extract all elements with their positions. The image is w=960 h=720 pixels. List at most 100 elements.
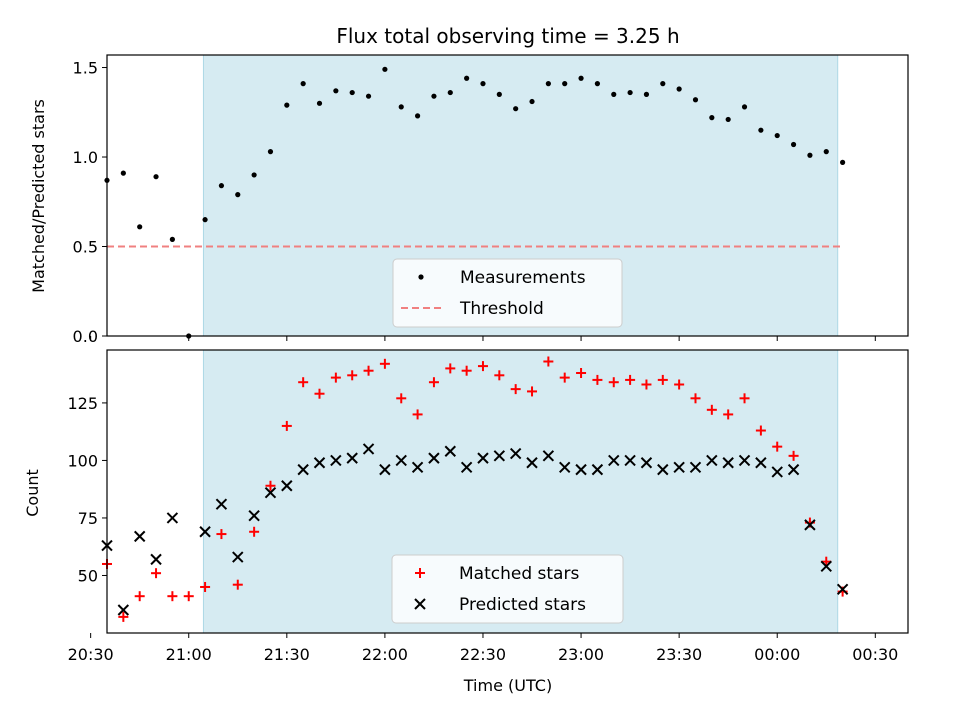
x-stroke-b xyxy=(575,463,587,476)
data-point xyxy=(611,91,617,97)
data-point xyxy=(527,386,538,397)
y-tick-label: 0.0 xyxy=(73,327,98,346)
legend-box xyxy=(392,258,623,328)
data-point xyxy=(739,393,750,404)
data-point xyxy=(676,86,682,92)
data-point xyxy=(379,358,390,369)
data-point xyxy=(153,174,159,180)
x-axis-label: Time (UTC) xyxy=(463,676,552,695)
data-point xyxy=(643,91,650,97)
data-point xyxy=(755,425,766,436)
data-point xyxy=(529,98,535,105)
x-stroke-b xyxy=(215,498,228,510)
x-stroke-b xyxy=(673,461,685,474)
data-point xyxy=(660,81,666,87)
data-point xyxy=(199,526,211,538)
data-point xyxy=(137,224,143,230)
data-point xyxy=(689,461,702,474)
x-stroke-b xyxy=(281,480,293,492)
x-stroke-b xyxy=(477,452,489,464)
data-point xyxy=(592,374,603,385)
data-point xyxy=(804,519,816,531)
data-point xyxy=(284,102,290,108)
data-point xyxy=(267,149,274,155)
data-point xyxy=(640,457,653,469)
data-point xyxy=(608,377,619,388)
x-stroke-b xyxy=(460,461,473,474)
x-stroke-b xyxy=(771,466,783,478)
data-point xyxy=(741,104,748,110)
data-point xyxy=(395,454,407,467)
x-tick-label: 21:00 xyxy=(166,645,212,664)
data-point xyxy=(513,106,519,112)
data-point xyxy=(382,66,388,72)
data-point xyxy=(543,356,554,367)
data-point xyxy=(576,368,587,379)
data-point xyxy=(169,236,175,242)
x-stroke-b xyxy=(526,457,538,469)
data-point xyxy=(787,463,800,476)
data-point xyxy=(200,581,211,592)
x-stroke-b xyxy=(150,553,162,566)
legend-label: Predicted stars xyxy=(459,595,586,615)
data-point xyxy=(281,480,293,492)
axes-frame xyxy=(106,349,909,634)
x-stroke-b xyxy=(264,486,277,499)
data-point xyxy=(774,132,780,139)
data-point xyxy=(281,420,292,431)
data-point xyxy=(330,454,342,467)
data-point xyxy=(594,81,601,87)
data-point xyxy=(591,463,604,476)
data-point xyxy=(788,450,799,461)
x-stroke-b xyxy=(640,457,653,469)
x-stroke-b xyxy=(444,445,456,457)
data-point xyxy=(624,454,636,467)
x-tick-label: 23:30 xyxy=(656,645,702,664)
legend-box xyxy=(391,554,624,624)
data-point xyxy=(706,404,717,415)
x-stroke-b xyxy=(330,454,342,467)
data-point xyxy=(249,526,260,537)
data-point xyxy=(578,75,584,81)
data-point xyxy=(313,457,326,469)
series-matched-stars xyxy=(102,356,848,622)
data-point xyxy=(709,115,715,121)
data-point xyxy=(431,93,437,99)
data-point xyxy=(692,97,699,103)
data-point xyxy=(379,463,391,476)
data-point xyxy=(559,461,571,474)
data-point xyxy=(133,530,146,543)
data-point xyxy=(363,365,374,376)
data-point xyxy=(117,604,130,616)
x-stroke-b xyxy=(297,463,309,476)
x-stroke-b xyxy=(133,530,146,543)
data-point xyxy=(836,583,849,595)
x-stroke-b xyxy=(166,512,179,524)
x-stroke-b xyxy=(608,454,620,467)
data-point xyxy=(738,454,751,467)
data-point xyxy=(232,579,243,590)
data-point xyxy=(758,127,764,133)
bottom-y-axis-label: Count xyxy=(23,469,42,517)
data-point xyxy=(772,441,783,452)
data-point xyxy=(167,591,178,602)
series-measurements xyxy=(104,66,846,339)
legend-handle xyxy=(415,568,425,578)
legend-handle xyxy=(418,274,424,280)
data-point xyxy=(575,463,587,476)
data-point xyxy=(559,372,570,383)
data-point xyxy=(118,611,129,622)
y-tick-label: 50 xyxy=(78,566,98,585)
legend-label: Matched stars xyxy=(459,564,579,584)
x-stroke-b xyxy=(689,461,702,474)
data-point xyxy=(480,81,486,87)
data-point xyxy=(755,457,767,469)
bottom-panel: Count Time (UTC) 50 75 100 125 20:30 21:00 21:… xyxy=(23,349,909,695)
x-tick-label: 22:30 xyxy=(460,645,506,664)
data-point xyxy=(674,379,685,390)
x-tick-label: 20:30 xyxy=(68,645,114,664)
x-stroke-b xyxy=(232,551,244,563)
data-point xyxy=(398,104,404,110)
data-point xyxy=(493,450,506,462)
